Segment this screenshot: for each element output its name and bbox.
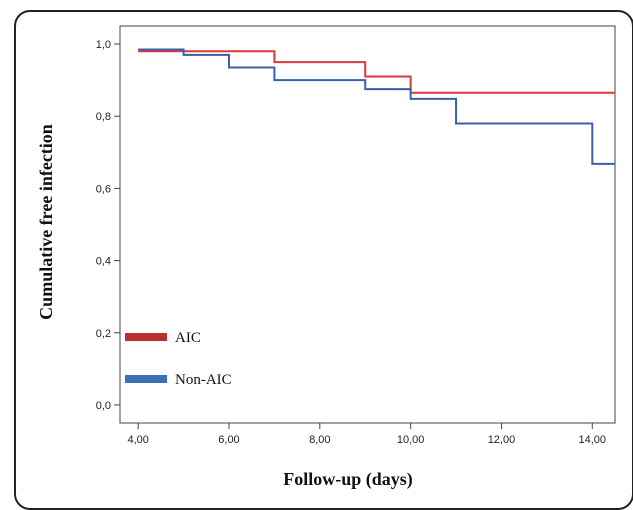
y-axis-ticks: 0,0 0,2 0,4 0,6 0,8 1,0: [96, 39, 120, 412]
y-tick-label: 0,6: [96, 183, 111, 195]
y-tick-label: 0,4: [96, 256, 111, 268]
legend-label-aic: AIC: [175, 330, 201, 346]
legend-swatch-non-aic: [125, 375, 167, 383]
series-lines: [138, 48, 615, 165]
series-line-aic: [138, 50, 615, 94]
series-line-non-aic: [138, 48, 615, 165]
x-tick-label: 14,00: [579, 434, 607, 446]
x-tick-label: 10,00: [397, 434, 425, 446]
y-axis-title: Cumulative free infection: [36, 124, 56, 320]
x-axis-title: Follow-up (days): [283, 469, 413, 489]
y-tick-label: 0,8: [96, 111, 111, 123]
x-tick-label: 12,00: [488, 434, 516, 446]
y-tick-label: 1,0: [96, 39, 111, 51]
survival-chart: 0,0 0,2 0,4 0,6 0,8 1,0 4,00 6,00 8,00 10,00 12,0…: [36, 25, 616, 489]
x-tick-label: 6,00: [218, 434, 239, 446]
legend-label-non-aic: Non-AIC: [175, 372, 232, 388]
legend: AIC Non-AIC: [125, 330, 232, 388]
plot-area: [119, 25, 616, 424]
y-tick-label: 0,2: [96, 328, 111, 340]
legend-swatch-aic: [125, 333, 167, 341]
x-tick-label: 8,00: [309, 434, 330, 446]
x-tick-label: 4,00: [127, 434, 148, 446]
x-axis-ticks: 4,00 6,00 8,00 10,00 12,00 14,00: [127, 423, 606, 446]
y-tick-label: 0,0: [96, 400, 111, 412]
